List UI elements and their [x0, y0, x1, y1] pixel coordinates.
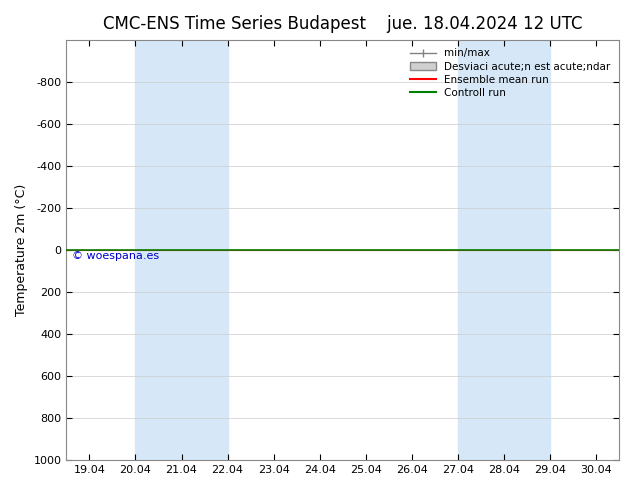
Y-axis label: Temperature 2m (°C): Temperature 2m (°C)	[15, 184, 28, 316]
Bar	[136, 40, 228, 460]
Bar	[458, 40, 550, 460]
Legend: min/max, Desviaci acute;n est acute;ndar, Ensemble mean run, Controll run: min/max, Desviaci acute;n est acute;ndar…	[407, 45, 614, 101]
Title: CMC-ENS Time Series Budapest    jue. 18.04.2024 12 UTC: CMC-ENS Time Series Budapest jue. 18.04.…	[103, 15, 583, 33]
Text: © woespana.es: © woespana.es	[72, 250, 159, 261]
